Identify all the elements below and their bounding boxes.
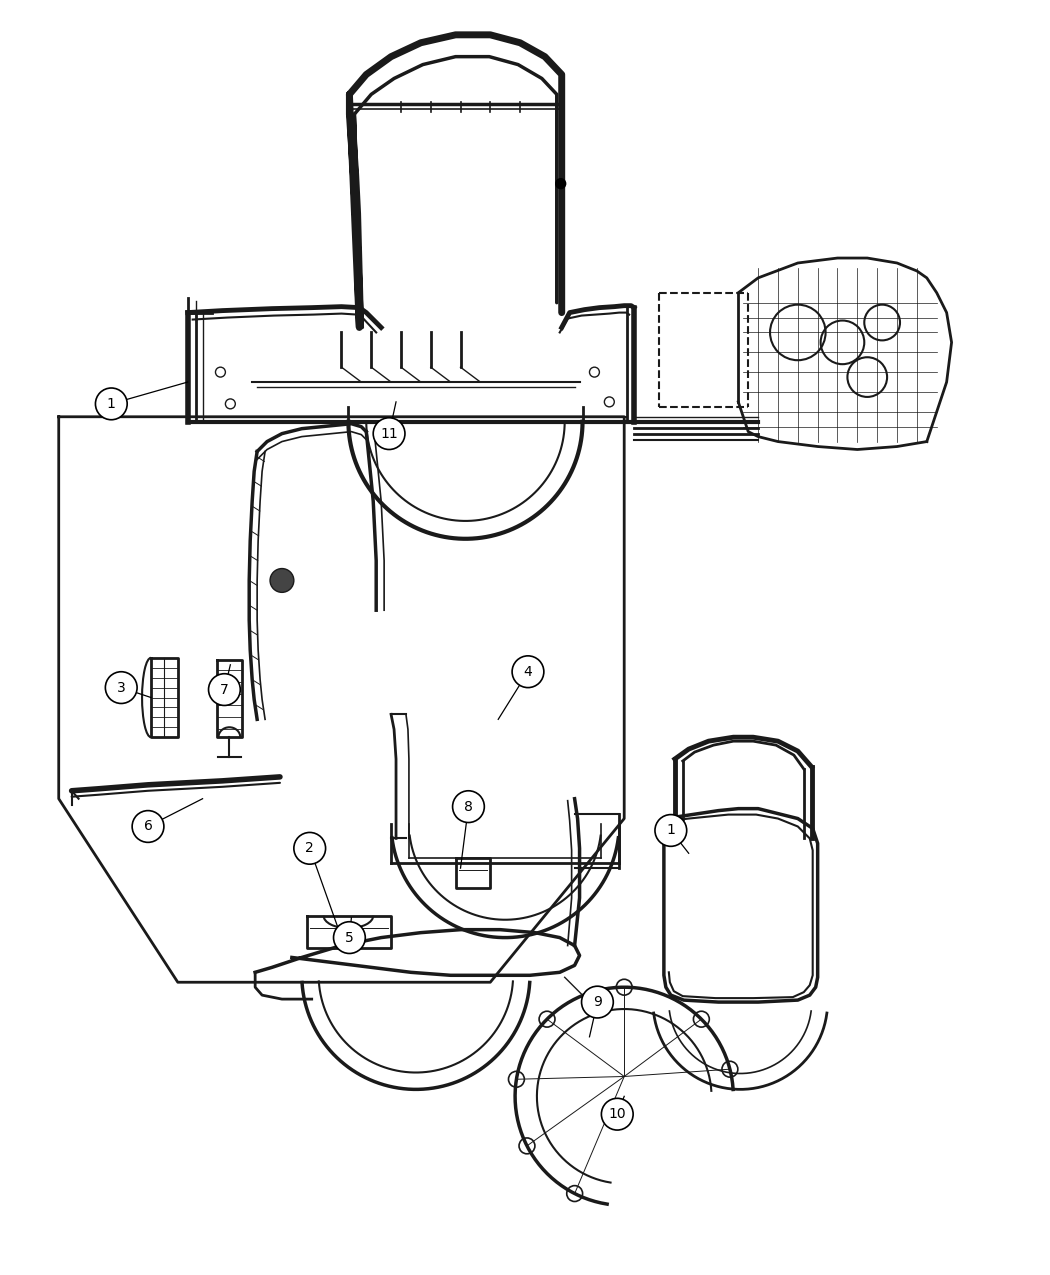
Circle shape [270,569,294,593]
Circle shape [453,790,484,822]
Circle shape [655,815,687,847]
Circle shape [602,1098,633,1130]
Text: 9: 9 [593,994,602,1009]
Text: 6: 6 [144,820,152,834]
Circle shape [209,673,240,705]
Circle shape [105,672,138,704]
Text: 2: 2 [306,842,314,856]
Text: 5: 5 [345,931,354,945]
Circle shape [512,655,544,687]
Text: 1: 1 [667,824,675,838]
Text: 8: 8 [464,799,473,813]
Text: 1: 1 [107,397,116,411]
Circle shape [132,811,164,843]
Circle shape [96,388,127,419]
Text: 7: 7 [220,682,229,696]
Circle shape [373,418,405,450]
Text: 3: 3 [117,681,126,695]
Text: 10: 10 [608,1107,626,1121]
Text: 4: 4 [524,664,532,678]
Circle shape [582,986,613,1017]
Circle shape [334,922,365,954]
Circle shape [294,833,325,864]
Text: 11: 11 [380,427,398,441]
Circle shape [555,179,566,189]
